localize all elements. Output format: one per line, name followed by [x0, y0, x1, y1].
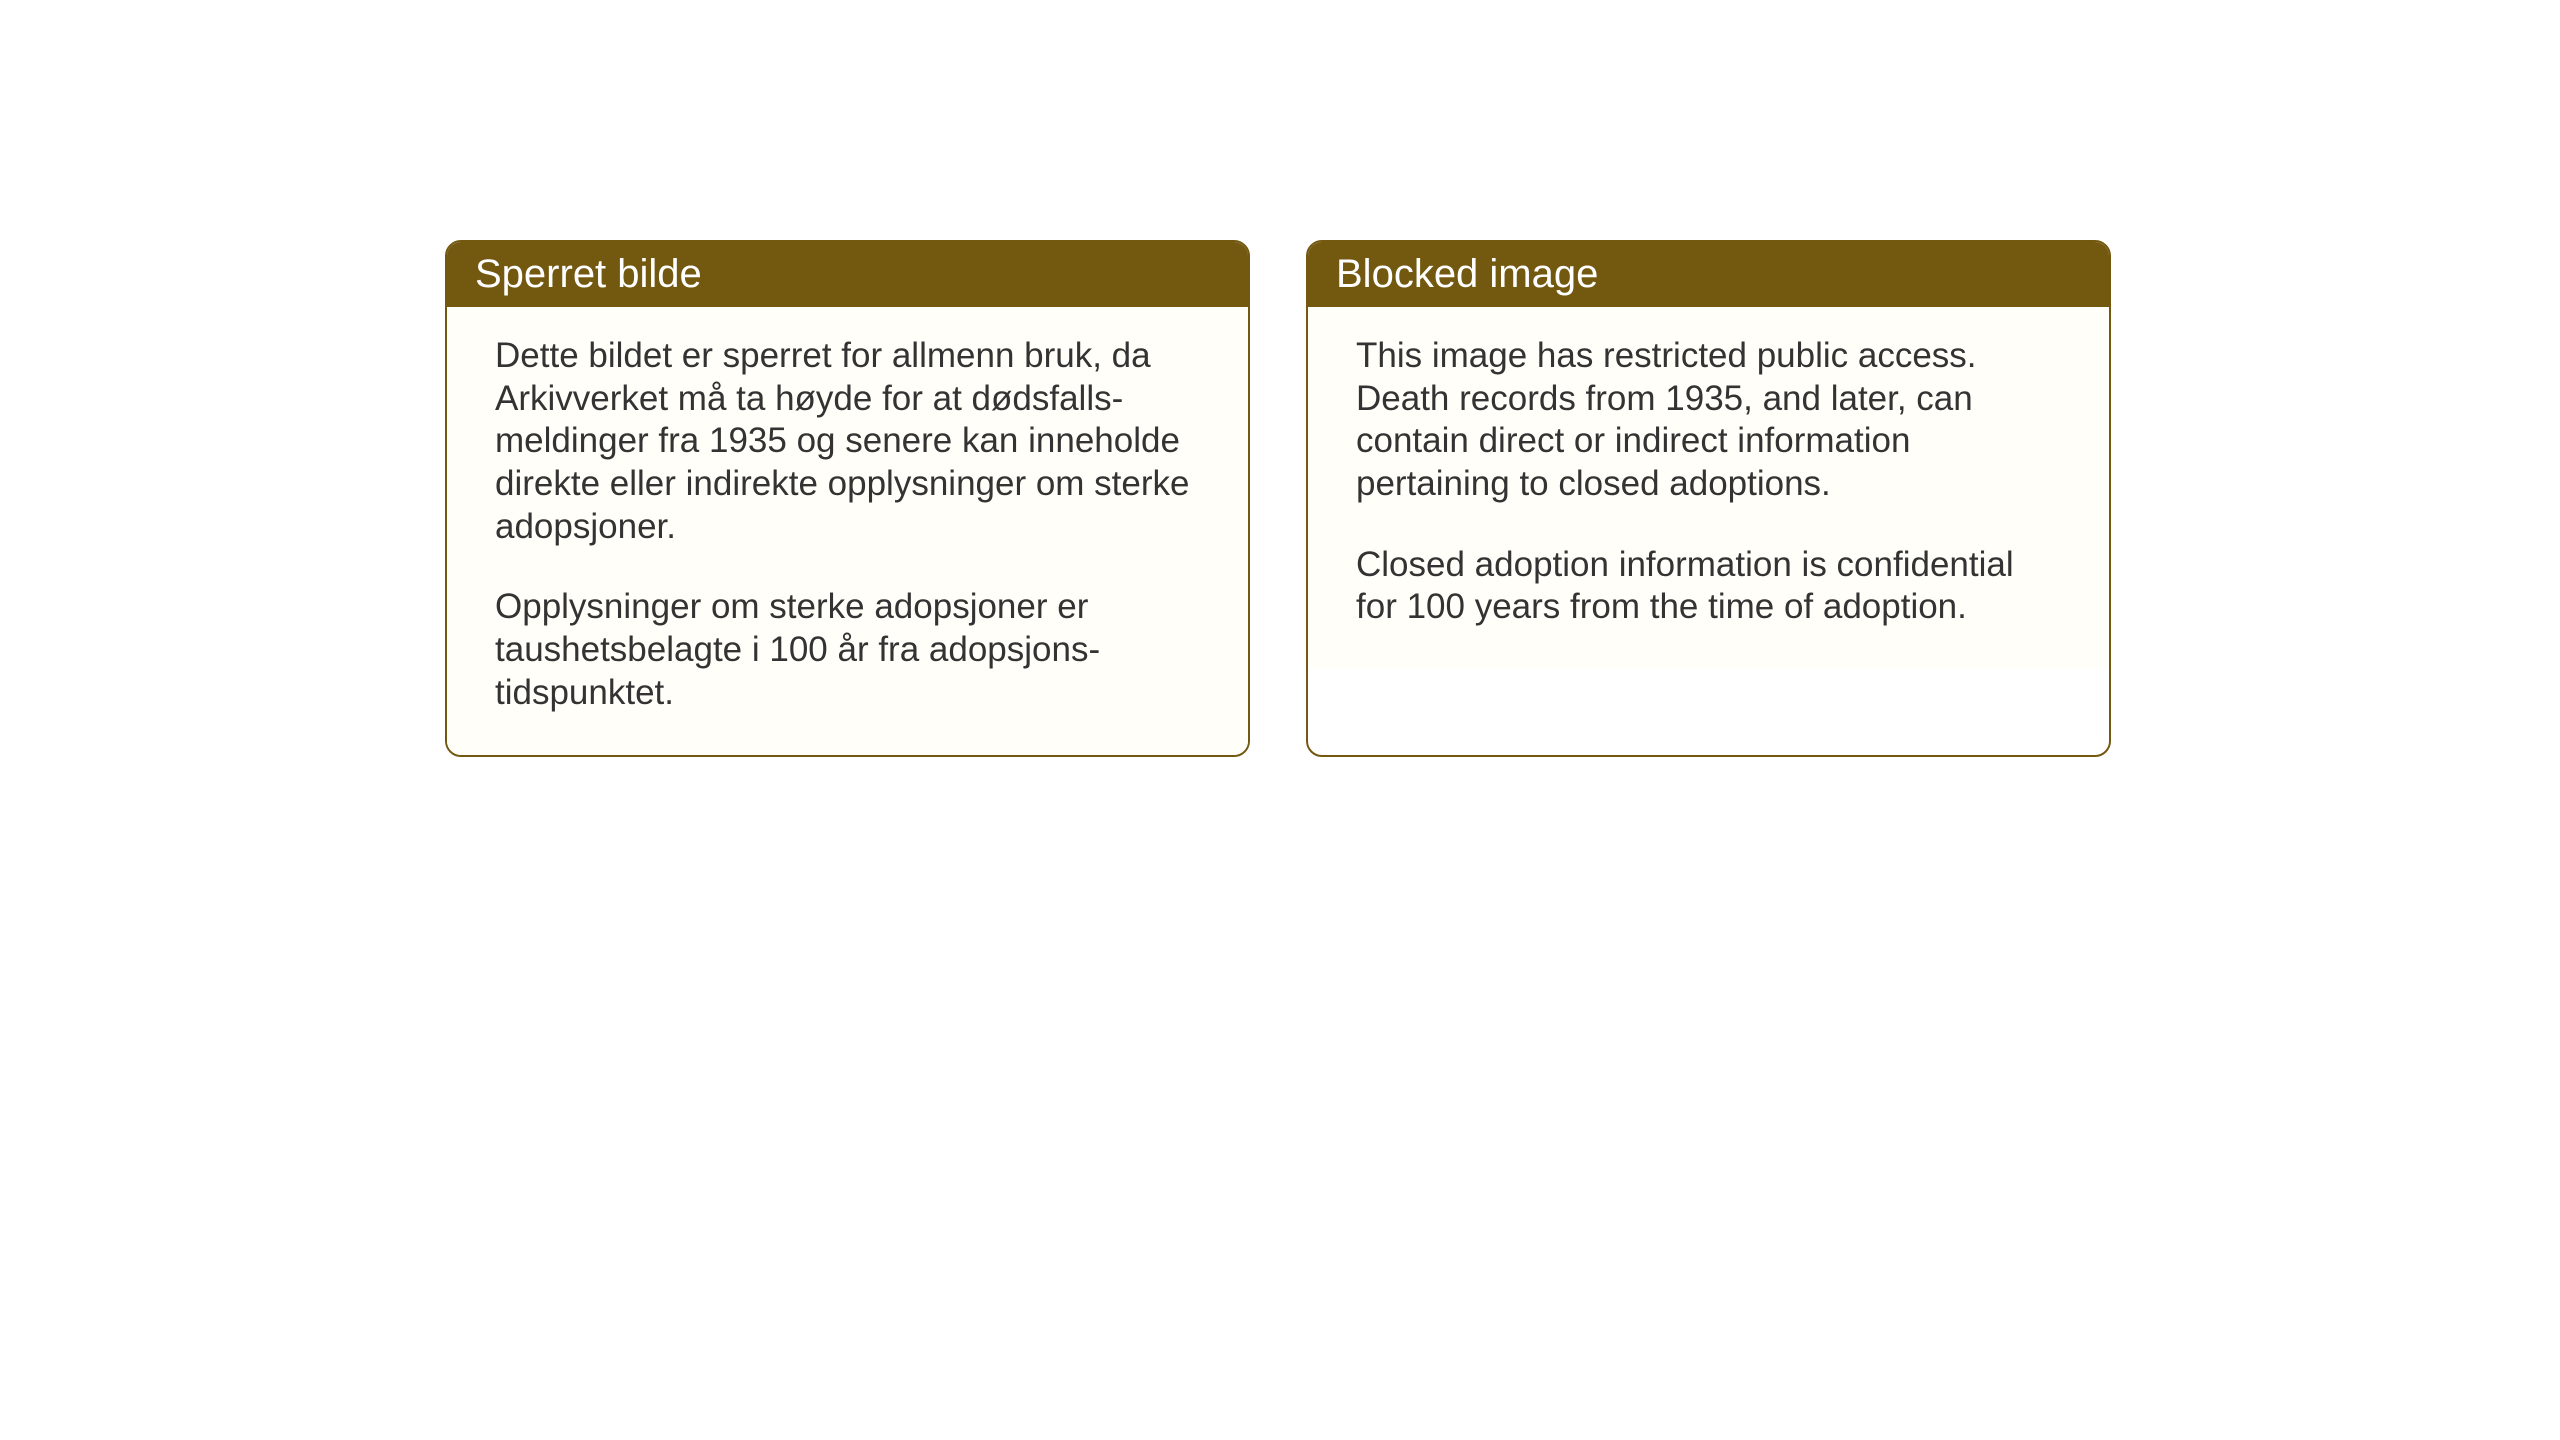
card-header-norwegian: Sperret bilde — [447, 242, 1248, 307]
card-header-english: Blocked image — [1308, 242, 2109, 307]
notice-cards-container: Sperret bilde Dette bildet er sperret fo… — [445, 240, 2111, 757]
card-title: Sperret bilde — [475, 252, 702, 296]
card-body-english: This image has restricted public access.… — [1308, 307, 2109, 669]
card-paragraph-1: This image has restricted public access.… — [1356, 335, 2061, 506]
card-title: Blocked image — [1336, 252, 1598, 296]
notice-card-norwegian: Sperret bilde Dette bildet er sperret fo… — [445, 240, 1250, 757]
card-body-norwegian: Dette bildet er sperret for allmenn bruk… — [447, 307, 1248, 755]
card-paragraph-1: Dette bildet er sperret for allmenn bruk… — [495, 335, 1200, 548]
notice-card-english: Blocked image This image has restricted … — [1306, 240, 2111, 757]
card-paragraph-2: Closed adoption information is confident… — [1356, 544, 2061, 629]
card-paragraph-2: Opplysninger om sterke adopsjoner er tau… — [495, 586, 1200, 714]
